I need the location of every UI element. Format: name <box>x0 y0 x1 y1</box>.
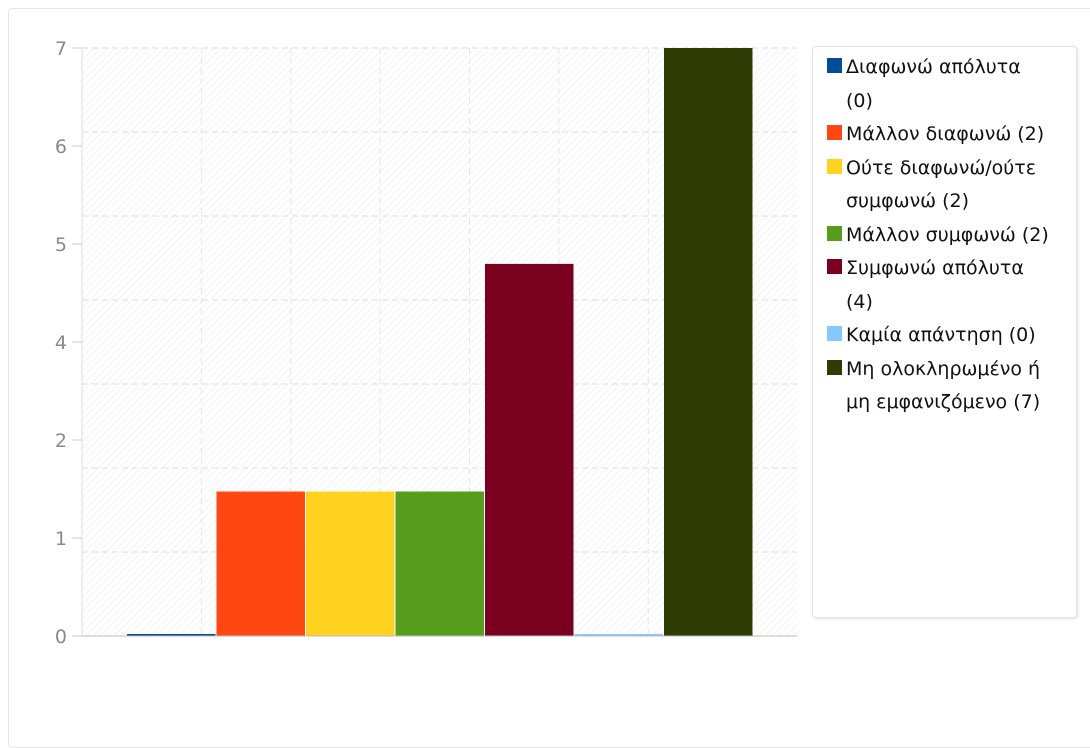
legend-swatch <box>827 125 842 140</box>
legend-label: Διαφωνώ απόλυτα (0) <box>846 56 1021 112</box>
legend-swatch <box>827 259 842 274</box>
legend-label: Ούτε διαφωνώ/ούτε συμφωνώ (2) <box>846 156 1036 213</box>
y-tick-label: 0 <box>55 626 67 648</box>
y-tick-label: 7 <box>55 38 67 60</box>
legend-label: Μάλλον διαφωνώ (2) <box>846 123 1045 145</box>
legend-label: Συμφωνώ απόλυτα (4) <box>846 257 1024 313</box>
bar <box>574 634 663 636</box>
legend-label: Μάλλον συμφωνώ (2) <box>846 223 1049 246</box>
legend-label: Μη ολοκληρωμένο ή μη εμφανιζόμενο (7) <box>846 357 1041 414</box>
legend-swatch <box>827 58 842 73</box>
y-tick-label: 5 <box>55 234 67 256</box>
legend-swatch <box>827 158 842 174</box>
y-axis-ticks: 0 1 2 4 5 6 7 <box>55 38 82 648</box>
legend-item[interactable]: Διαφωνώ απόλυτα (0) <box>827 51 1076 118</box>
y-tick-label: 1 <box>55 528 67 550</box>
legend-swatch <box>827 225 842 241</box>
y-tick-label: 4 <box>55 332 67 354</box>
bar <box>664 48 753 636</box>
legend-label: Καμία απάντηση (0) <box>846 324 1036 346</box>
legend-swatch <box>827 359 842 375</box>
y-tick-label: 6 <box>55 136 67 158</box>
legend-item[interactable]: Καμία απάντηση (0) <box>827 319 1076 353</box>
legend-item[interactable]: Μάλλον διαφωνώ (2) <box>827 118 1076 152</box>
bars <box>127 48 753 636</box>
bar <box>127 634 216 636</box>
y-tick-label: 2 <box>55 430 67 452</box>
legend-item[interactable]: Ούτε διαφωνώ/ούτε συμφωνώ (2) <box>827 152 1076 219</box>
bar <box>216 491 305 636</box>
legend-item[interactable]: Μάλλον συμφωνώ (2) <box>827 219 1076 253</box>
legend-item[interactable]: Μη ολοκληρωμένο ή μη εμφανιζόμενο (7) <box>827 353 1076 420</box>
bar <box>395 491 484 636</box>
bar <box>306 491 395 636</box>
legend-item[interactable]: Συμφωνώ απόλυτα (4) <box>827 252 1076 319</box>
legend: Διαφωνώ απόλυτα (0) Μάλλον διαφωνώ (2) Ούτ… <box>812 46 1077 618</box>
bar-chart: 0 1 2 4 5 6 7 <box>55 38 797 648</box>
legend-swatch <box>827 326 842 341</box>
bar <box>485 263 574 636</box>
